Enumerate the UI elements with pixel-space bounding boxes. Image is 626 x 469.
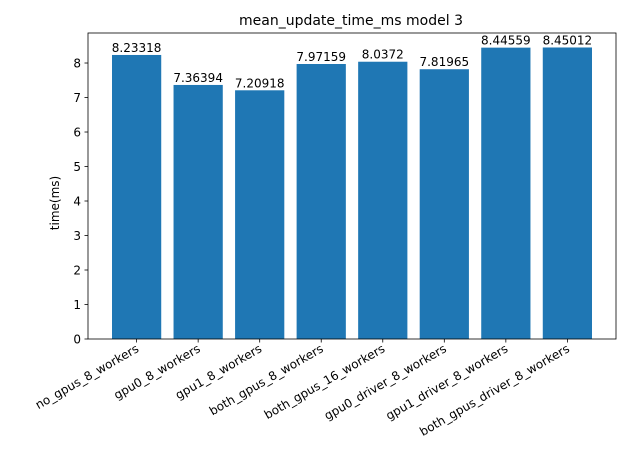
y-tick-label: 3 <box>73 229 81 243</box>
bar-both_gpus_driver_8_workers <box>542 47 592 340</box>
y-tick-label: 6 <box>73 126 81 140</box>
bar-gpu0_8_workers <box>173 84 223 340</box>
x-tick-label: no_gpus_8_workers <box>33 341 141 412</box>
bar-gpu1_driver_8_workers <box>481 47 531 340</box>
y-tick-label: 8 <box>73 57 81 71</box>
data-label-both_gpus_driver_8_workers: 8.45012 <box>543 33 593 47</box>
y-tick-label: 0 <box>73 333 81 347</box>
y-tick-label: 4 <box>73 195 81 209</box>
plot-frame <box>87 32 617 340</box>
data-label-gpu0_driver_8_workers: 7.81965 <box>419 55 469 69</box>
chart-title: mean_update_time_ms model 3 <box>239 13 463 29</box>
data-label-both_gpus_8_workers: 7.97159 <box>296 50 346 64</box>
y-tick-label: 1 <box>73 298 81 312</box>
bar-gpu0_driver_8_workers <box>419 69 469 340</box>
data-label-gpu0_8_workers: 7.36394 <box>173 71 223 85</box>
bar-both_gpus_8_workers <box>296 63 346 340</box>
y-tick-label: 5 <box>73 160 81 174</box>
data-labels-group: 8.23318 7.36394 7.20918 7.97159 8.0372 7.8196… <box>112 33 592 90</box>
data-label-both_gpus_16_workers: 8.0372 <box>362 48 404 62</box>
y-tick-label: 2 <box>73 264 81 278</box>
axes-frame <box>87 32 617 340</box>
x-axis-ticks: no_gpus_8_workersgpu0_8_workersgpu1_8_wo… <box>33 339 572 439</box>
bar-no_gpus_8_workers <box>112 54 162 340</box>
bar-both_gpus_16_workers <box>358 61 408 339</box>
y-axis-ticks: 0 1 2 3 4 5 6 7 8 <box>73 57 88 347</box>
y-axis-label: time(ms) <box>48 176 62 230</box>
bar-gpu1_8_workers <box>235 90 285 340</box>
bars-group <box>112 47 592 340</box>
data-label-no_gpus_8_workers: 8.23318 <box>112 41 162 55</box>
y-tick-label: 7 <box>73 91 81 105</box>
data-label-gpu1_8_workers: 7.20918 <box>235 76 285 90</box>
data-label-gpu1_driver_8_workers: 8.44559 <box>481 34 531 48</box>
